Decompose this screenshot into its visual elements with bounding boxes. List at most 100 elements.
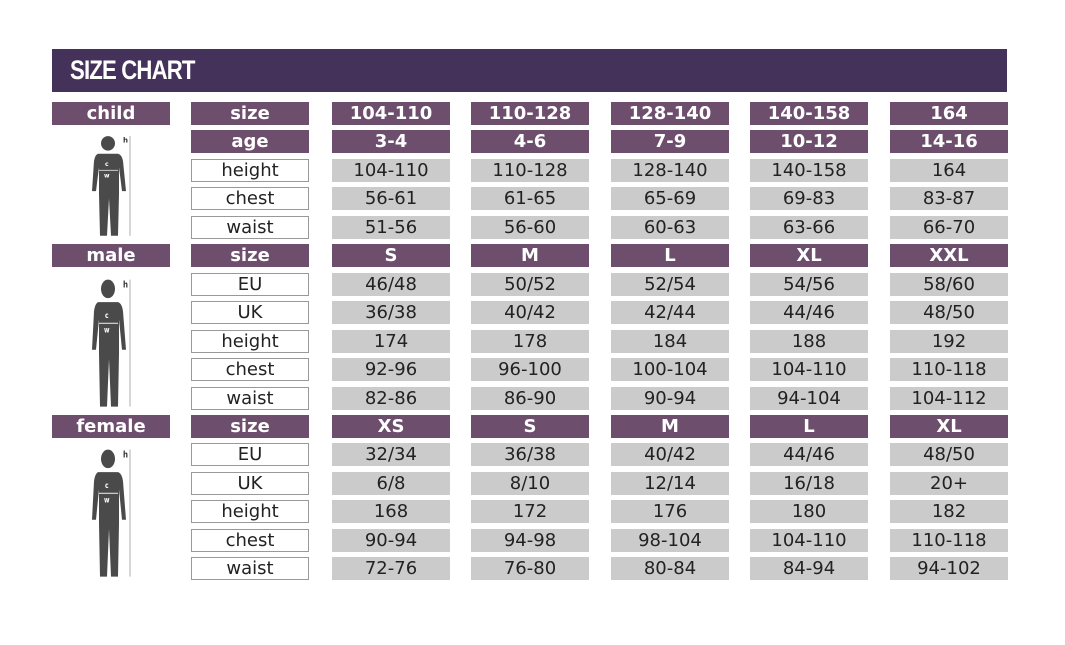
table-cell: 176 — [611, 500, 729, 524]
table-cell: 51-56 — [332, 215, 450, 239]
height-mark: h — [123, 449, 128, 460]
table-cell: 50/52 — [471, 272, 589, 296]
row-label-size: size — [191, 414, 309, 438]
row-label-EU: EU — [191, 272, 309, 296]
section-label-female: female — [52, 414, 170, 438]
table-cell: 46/48 — [332, 272, 450, 296]
table-cell: 66-70 — [890, 215, 1008, 239]
height-mark: h — [123, 136, 128, 145]
table-cell: 178 — [471, 329, 589, 353]
table-cell: 128-140 — [611, 158, 729, 182]
row-label-waist: waist — [191, 386, 309, 410]
row-label-chest: chest — [191, 528, 309, 552]
table-cell: 188 — [750, 329, 868, 353]
table-cell: 92-96 — [332, 358, 450, 382]
table-cell: 36/38 — [471, 443, 589, 467]
column-header: S — [332, 244, 450, 268]
table-cell: 48/50 — [890, 443, 1008, 467]
chest-mark: c — [105, 310, 109, 320]
row-label-size: size — [191, 102, 309, 125]
table-cell: 76-80 — [471, 557, 589, 581]
waist-mark: w — [104, 495, 110, 505]
table-cell: 110-118 — [890, 528, 1008, 552]
table-cell: 172 — [471, 500, 589, 524]
male-figure-icon: h c w — [80, 277, 140, 409]
table-cell: 104-112 — [890, 386, 1008, 410]
section-label-male: male — [52, 244, 170, 268]
column-header: 10-12 — [750, 130, 868, 154]
table-cell: 180 — [750, 500, 868, 524]
chest-mark: c — [105, 162, 109, 169]
row-label-chest: chest — [191, 187, 309, 211]
table-cell: 104-110 — [750, 528, 868, 552]
table-cell: 104-110 — [750, 358, 868, 382]
column-header: 140-158 — [750, 102, 868, 125]
column-header: 3-4 — [332, 130, 450, 154]
row-label-height: height — [191, 329, 309, 353]
column-header: 7-9 — [611, 130, 729, 154]
table-cell: 192 — [890, 329, 1008, 353]
row-label-size: size — [191, 244, 309, 268]
table-cell: 58/60 — [890, 272, 1008, 296]
child-figure-icon: h c w — [80, 134, 140, 238]
table-cell: 48/50 — [890, 301, 1008, 325]
table-cell: 52/54 — [611, 272, 729, 296]
table-cell: 42/44 — [611, 301, 729, 325]
table-cell: 40/42 — [471, 301, 589, 325]
table-cell: 86-90 — [471, 386, 589, 410]
column-header: 128-140 — [611, 102, 729, 125]
table-cell: 69-83 — [750, 187, 868, 211]
size-chart-header: SIZE CHART — [52, 49, 1007, 92]
table-cell: 174 — [332, 329, 450, 353]
table-cell: 61-65 — [471, 187, 589, 211]
section-label-child: child — [52, 102, 170, 125]
column-header: 14-16 — [890, 130, 1008, 154]
table-cell: 184 — [611, 329, 729, 353]
table-cell: 96-100 — [471, 358, 589, 382]
table-cell: 90-94 — [611, 386, 729, 410]
table-cell: 104-110 — [332, 158, 450, 182]
row-label-age: age — [191, 130, 309, 154]
table-cell: 56-61 — [332, 187, 450, 211]
waist-mark: w — [104, 173, 110, 180]
table-cell: 36/38 — [332, 301, 450, 325]
table-cell: 82-86 — [332, 386, 450, 410]
height-mark: h — [123, 278, 128, 289]
column-header: L — [611, 244, 729, 268]
column-header: 164 — [890, 102, 1008, 125]
row-label-EU: EU — [191, 443, 309, 467]
table-cell: 94-98 — [471, 528, 589, 552]
table-cell: 83-87 — [890, 187, 1008, 211]
page-title: SIZE CHART — [70, 55, 195, 85]
column-header: M — [611, 414, 729, 438]
table-cell: 98-104 — [611, 528, 729, 552]
row-label-UK: UK — [191, 471, 309, 495]
table-cell: 110-118 — [890, 358, 1008, 382]
column-header: XL — [890, 414, 1008, 438]
table-cell: 60-63 — [611, 215, 729, 239]
column-header: XL — [750, 244, 868, 268]
table-cell: 168 — [332, 500, 450, 524]
table-cell: 44/46 — [750, 443, 868, 467]
table-cell: 16/18 — [750, 471, 868, 495]
table-cell: 8/10 — [471, 471, 589, 495]
table-cell: 84-94 — [750, 557, 868, 581]
row-label-waist: waist — [191, 557, 309, 581]
column-header: 4-6 — [471, 130, 589, 154]
row-label-UK: UK — [191, 301, 309, 325]
table-cell: 32/34 — [332, 443, 450, 467]
table-cell: 54/56 — [750, 272, 868, 296]
table-cell: 140-158 — [750, 158, 868, 182]
table-cell: 94-102 — [890, 557, 1008, 581]
column-header: 110-128 — [471, 102, 589, 125]
table-cell: 90-94 — [332, 528, 450, 552]
column-header: L — [750, 414, 868, 438]
chest-mark: c — [105, 480, 109, 490]
table-cell: 44/46 — [750, 301, 868, 325]
table-cell: 72-76 — [332, 557, 450, 581]
row-label-height: height — [191, 500, 309, 524]
row-label-waist: waist — [191, 215, 309, 239]
column-header: S — [471, 414, 589, 438]
table-cell: 94-104 — [750, 386, 868, 410]
table-cell: 182 — [890, 500, 1008, 524]
